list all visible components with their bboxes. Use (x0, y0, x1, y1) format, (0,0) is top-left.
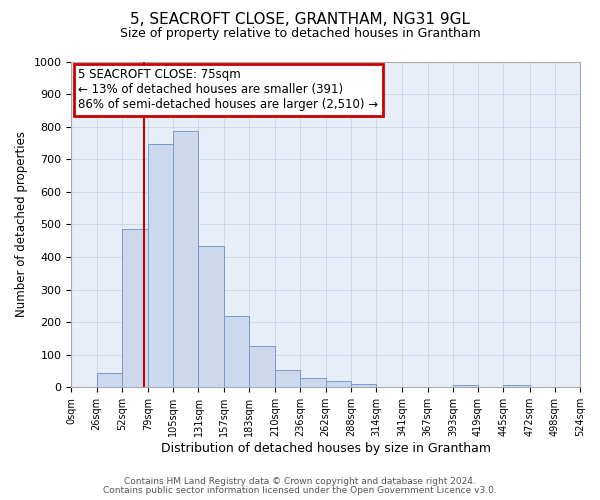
Bar (173, 130, 199, 388)
Bar (97, 372, 122, 388)
Text: 5, SEACROFT CLOSE, GRANTHAM, NG31 9GL: 5, SEACROFT CLOSE, GRANTHAM, NG31 9GL (130, 12, 470, 28)
Text: Size of property relative to detached houses in Grantham: Size of property relative to detached ho… (119, 28, 481, 40)
Text: Contains HM Land Registry data © Crown copyright and database right 2024.: Contains HM Land Registry data © Crown c… (124, 477, 476, 486)
X-axis label: Distribution of detached houses by size in Grantham: Distribution of detached houses by size … (161, 442, 491, 455)
Text: 5 SEACROFT CLOSE: 75sqm
← 13% of detached houses are smaller (391)
86% of semi-d: 5 SEACROFT CLOSE: 75sqm ← 13% of detache… (78, 68, 379, 112)
Y-axis label: Number of detached properties: Number of detached properties (15, 132, 28, 318)
Bar (275, 370, 301, 388)
Bar (301, 378, 326, 388)
Bar (199, 246, 224, 388)
Text: Contains public sector information licensed under the Open Government Licence v3: Contains public sector information licen… (103, 486, 497, 495)
Bar (351, 384, 376, 388)
Bar (224, 316, 249, 388)
Bar (326, 382, 351, 388)
Bar (503, 385, 530, 388)
Bar (122, 230, 148, 388)
Bar (453, 384, 478, 388)
Bar (249, 346, 275, 388)
Bar (148, 144, 173, 388)
